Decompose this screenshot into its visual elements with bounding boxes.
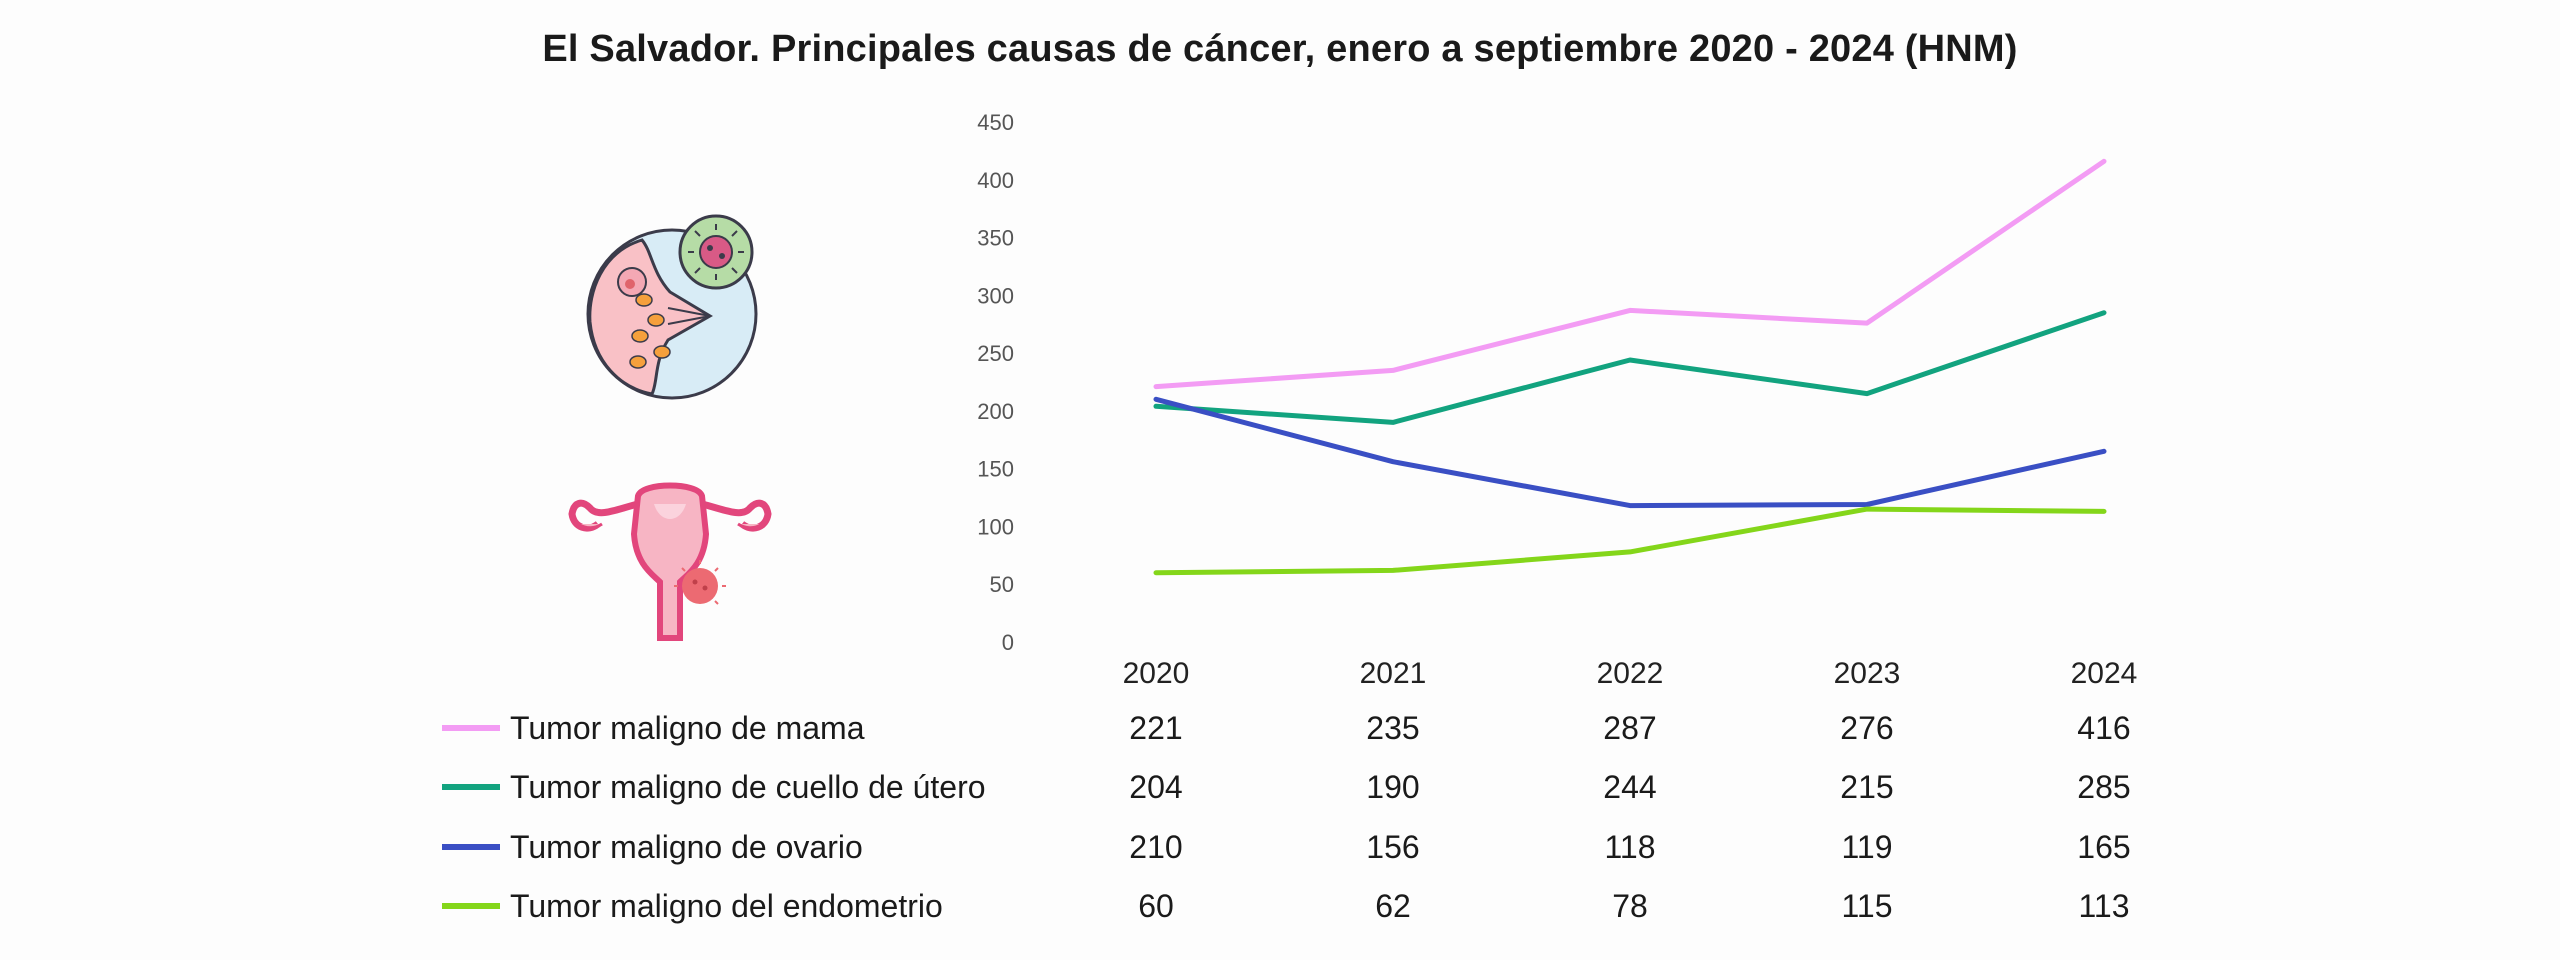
y-tick-label: 150 (977, 457, 1014, 482)
y-tick-label: 400 (977, 168, 1014, 193)
x-tick-label: 2021 (1360, 657, 1427, 690)
uterus-tumor-icon (568, 474, 772, 644)
series-line-2 (1153, 310, 2107, 425)
y-axis-ticks: 0 50 100 150 200 250 300 350 400 450 (977, 110, 1014, 655)
data-table-cell: 78 (1612, 888, 1648, 924)
y-tick-label: 200 (977, 399, 1014, 424)
data-table-cell: 235 (1366, 710, 1419, 746)
breast-cancer-icon (582, 212, 762, 408)
data-table-cell: 113 (2078, 888, 2129, 924)
data-table-cell: 190 (1366, 769, 1419, 805)
y-tick-label: 0 (1002, 630, 1014, 655)
data-table-cell: 287 (1603, 710, 1656, 746)
x-tick-label: 2020 (1123, 657, 1190, 690)
y-tick-label: 100 (977, 514, 1014, 539)
legend-label: Tumor maligno de ovario (510, 829, 863, 865)
legend-data-table: Tumor maligno de mama 221 235 287 276 416 Tumo… (442, 710, 2131, 924)
y-tick-label: 250 (977, 341, 1014, 366)
chart-title: El Salvador. Principales causas de cánce… (542, 28, 2018, 70)
data-table-cell: 204 (1129, 769, 1182, 805)
data-table-cell: 118 (1604, 829, 1655, 865)
series-line-4 (1153, 506, 2107, 576)
series-lines (1153, 158, 2107, 576)
data-table-cell: 119 (1841, 829, 1892, 865)
y-tick-label: 300 (977, 283, 1014, 308)
x-tick-label: 2023 (1834, 657, 1901, 690)
data-table-cell: 221 (1129, 710, 1182, 746)
data-table-cell: 276 (1840, 710, 1893, 746)
y-tick-label: 350 (977, 226, 1014, 251)
data-table-cell: 165 (2077, 829, 2130, 865)
data-table-cell: 60 (1138, 888, 1174, 924)
data-table-cell: 115 (1841, 888, 1892, 924)
legend-label: Tumor maligno de cuello de útero (510, 769, 986, 805)
y-tick-label: 450 (977, 110, 1014, 135)
data-table-cell: 215 (1840, 769, 1893, 805)
data-table-cell: 156 (1366, 829, 1419, 865)
data-table-cell: 62 (1375, 888, 1411, 924)
data-table-cell: 210 (1129, 829, 1182, 865)
x-axis-ticks: 2020 2021 2022 2023 2024 (1123, 657, 2138, 690)
legend-label: Tumor maligno del endometrio (510, 888, 943, 924)
data-table-cell: 416 (2077, 710, 2130, 746)
y-tick-label: 50 (990, 572, 1014, 597)
x-tick-label: 2024 (2071, 657, 2138, 690)
series-line-3 (1153, 396, 2107, 509)
data-table-cell: 244 (1603, 769, 1656, 805)
x-tick-label: 2022 (1597, 657, 1664, 690)
legend-label: Tumor maligno de mama (510, 710, 865, 746)
data-table-cell: 285 (2077, 769, 2130, 805)
series-line-1 (1153, 158, 2107, 390)
